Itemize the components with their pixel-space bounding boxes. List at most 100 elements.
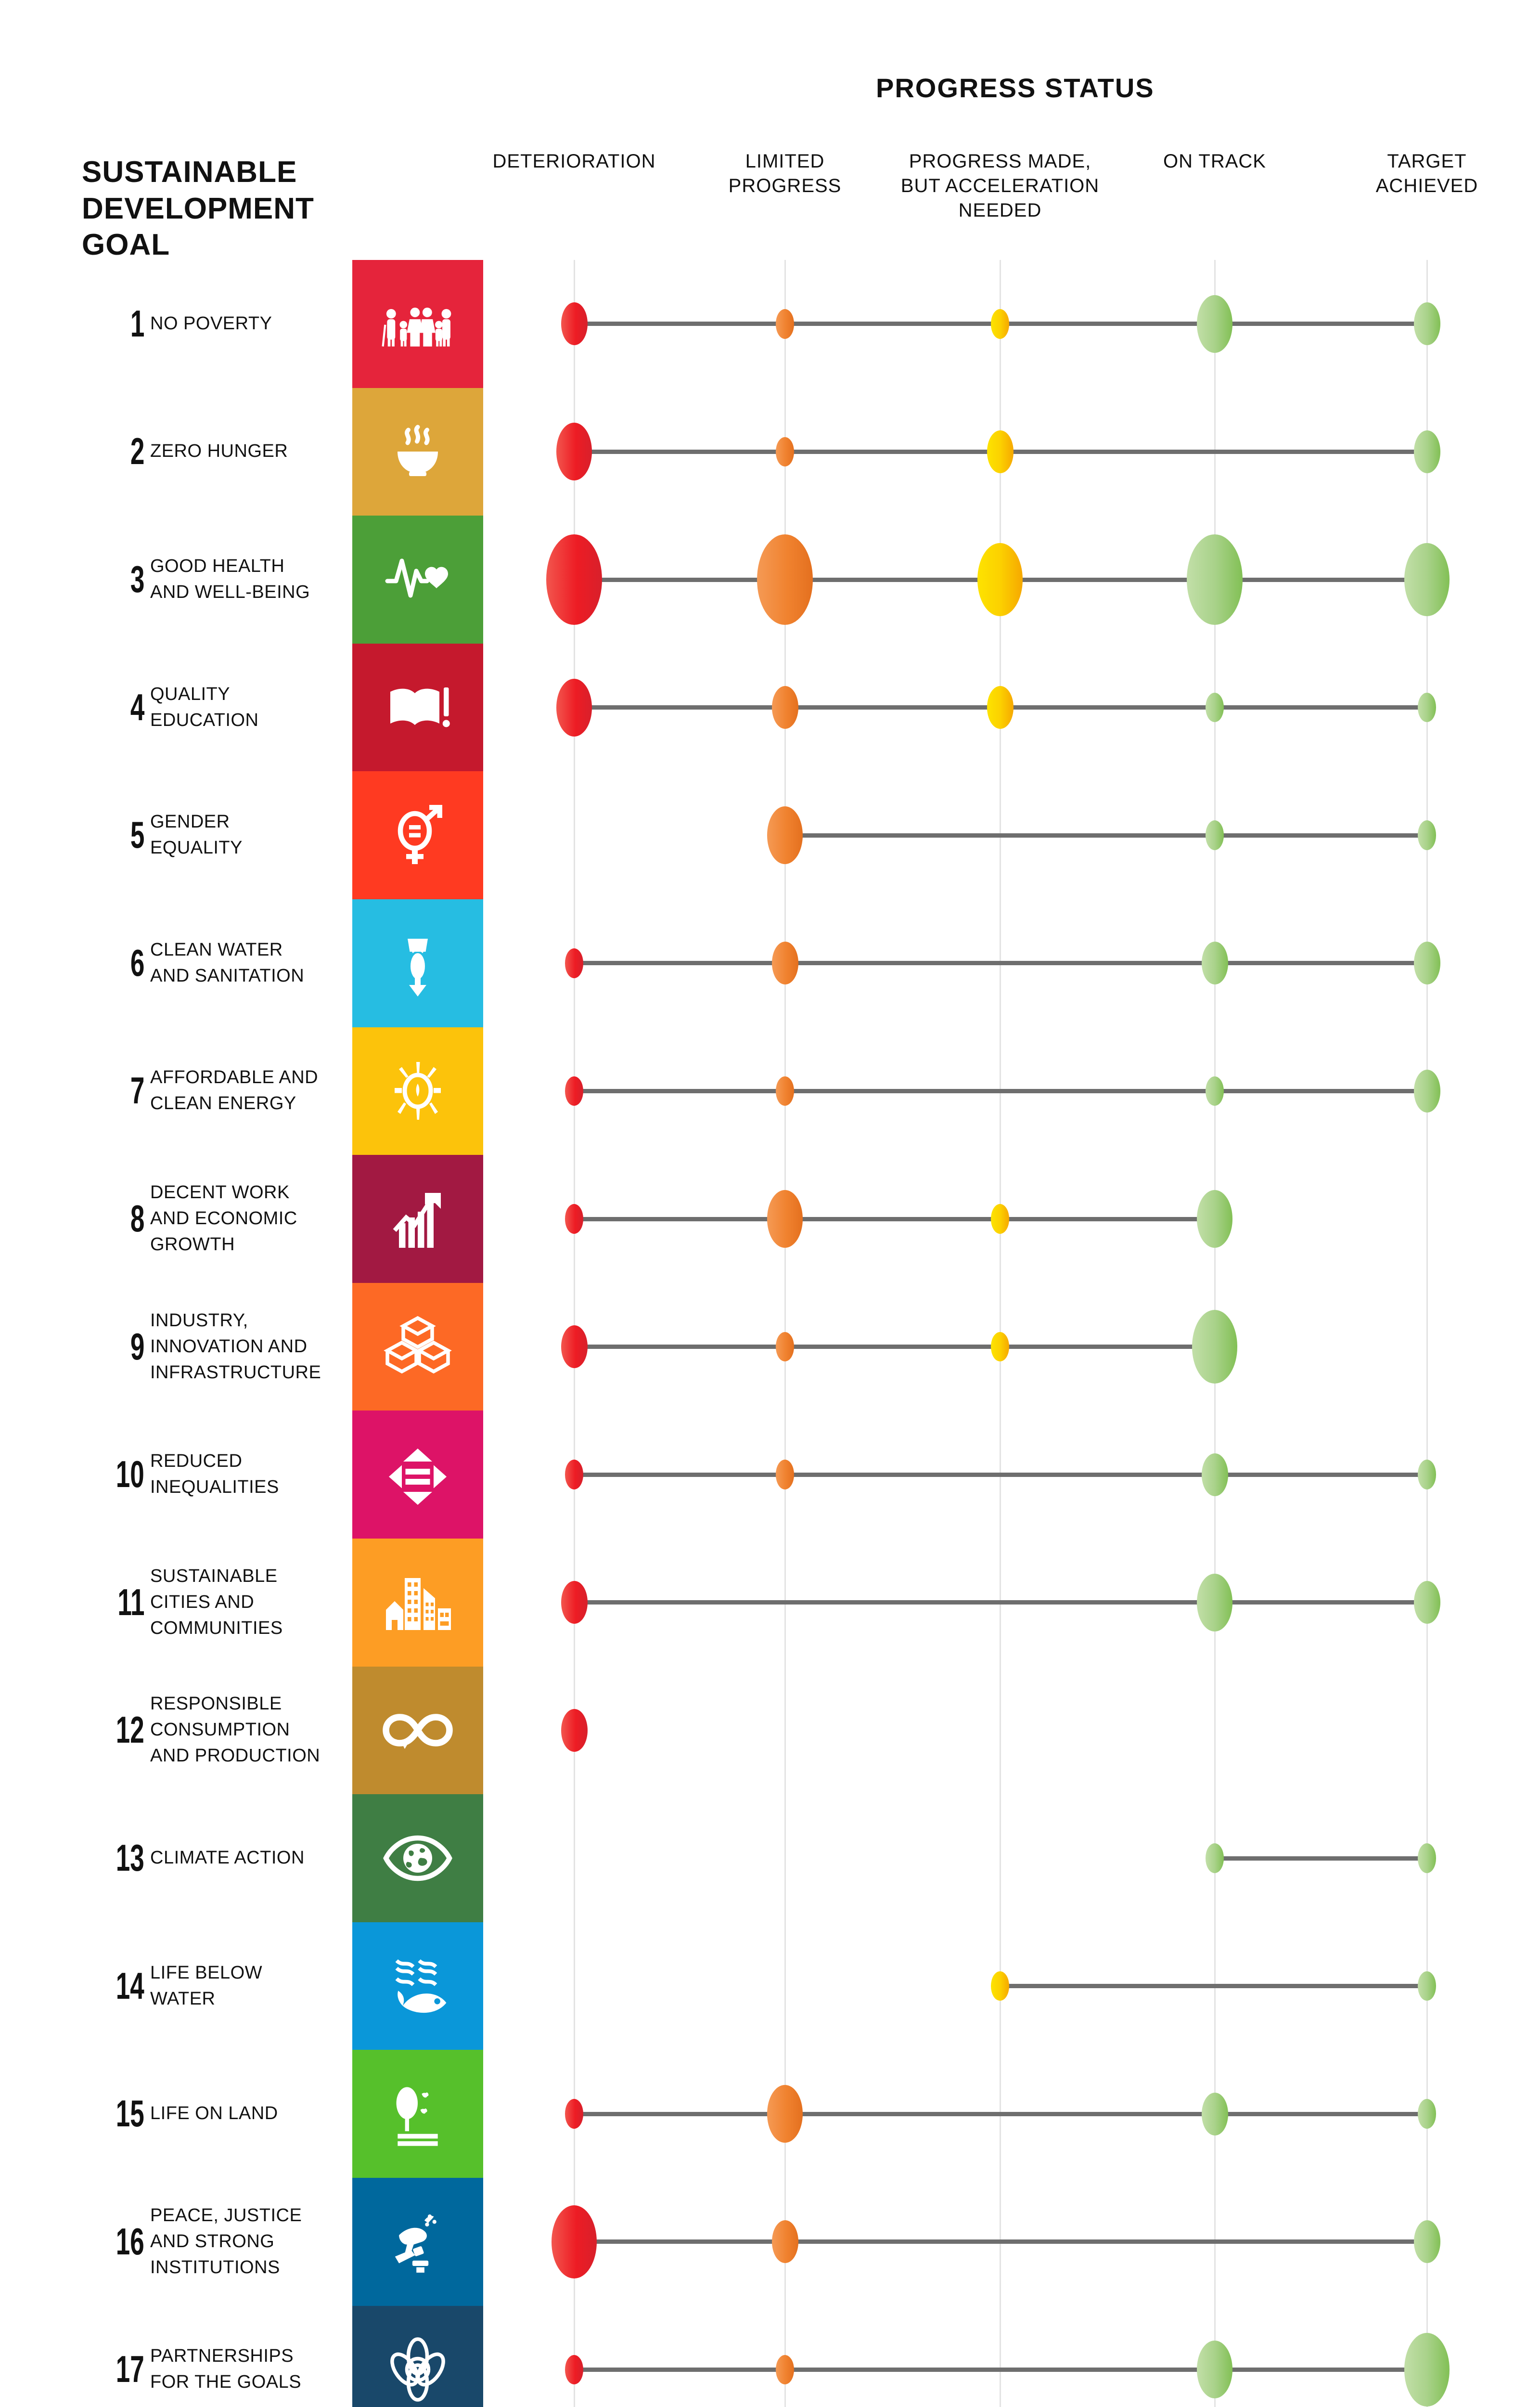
status-dot[interactable] <box>1413 1069 1440 1113</box>
status-dot[interactable] <box>546 534 602 625</box>
status-dot[interactable] <box>991 309 1009 339</box>
status-dot[interactable] <box>1187 534 1243 625</box>
goal-number: 5 <box>130 814 144 856</box>
column-header-deterioration: DETERIORATION <box>492 151 656 172</box>
sdg-tile-15 <box>352 2050 483 2178</box>
row-connector <box>574 961 1427 966</box>
status-dot[interactable] <box>771 686 798 729</box>
column-header-limited_progress: LIMITED PROGRESS <box>728 151 842 197</box>
goal-number: 7 <box>130 1069 144 1112</box>
sdg-tile-9 <box>352 1282 483 1411</box>
status-dot[interactable] <box>1197 1190 1232 1248</box>
status-dot[interactable] <box>552 2205 597 2278</box>
goal-label: LIFE ON LAND <box>150 2103 278 2124</box>
row-connector <box>574 1088 1427 1093</box>
status-dot[interactable] <box>771 942 798 985</box>
status-dot[interactable] <box>776 1076 794 1106</box>
status-dot[interactable] <box>565 2355 583 2385</box>
status-dot[interactable] <box>1404 543 1450 617</box>
status-dot[interactable] <box>987 686 1014 729</box>
status-dot[interactable] <box>1418 1843 1436 1873</box>
row-connector <box>574 1345 1215 1349</box>
goal-row: 6 CLEAN WATER AND SANITATION <box>0 899 1540 1027</box>
status-dot[interactable] <box>1418 692 1436 723</box>
sdg-tile-7 <box>352 1027 483 1155</box>
status-dot[interactable] <box>561 1708 588 1752</box>
sdg-tile-6 <box>352 899 483 1027</box>
sdg-tile-3 <box>352 516 483 644</box>
status-dot[interactable] <box>1201 942 1228 985</box>
status-dot[interactable] <box>1418 820 1436 850</box>
status-dot[interactable] <box>1201 2092 1228 2135</box>
goal-label: LIFE BELOW WATER <box>150 1962 263 2009</box>
status-dot[interactable] <box>1206 1076 1224 1106</box>
status-dot[interactable] <box>561 302 588 346</box>
status-dot[interactable] <box>1413 1581 1440 1624</box>
status-dot[interactable] <box>565 2099 583 2129</box>
status-dot[interactable] <box>776 2355 794 2385</box>
status-dot[interactable] <box>977 543 1023 617</box>
status-dot[interactable] <box>1206 692 1224 723</box>
status-dot[interactable] <box>561 1325 588 1369</box>
row-connector <box>574 1472 1427 1477</box>
status-dot[interactable] <box>1206 1843 1224 1873</box>
sdg-tile-2 <box>352 388 483 516</box>
status-dot[interactable] <box>1197 1573 1232 1631</box>
status-dot[interactable] <box>1206 820 1224 850</box>
status-dot[interactable] <box>565 1076 583 1106</box>
status-dot[interactable] <box>1413 430 1440 473</box>
status-dot[interactable] <box>1418 2099 1436 2129</box>
status-dot[interactable] <box>987 430 1014 473</box>
goal-number: 14 <box>116 1964 144 2007</box>
status-dot[interactable] <box>1192 1310 1237 1384</box>
status-dot[interactable] <box>1418 1971 1436 2001</box>
status-dot[interactable] <box>776 437 794 467</box>
goal-label: CLIMATE ACTION <box>150 1847 305 1868</box>
status-dot[interactable] <box>1413 942 1440 985</box>
status-dot[interactable] <box>991 1971 1009 2001</box>
status-dot[interactable] <box>757 534 813 625</box>
status-dot[interactable] <box>991 1332 1009 1362</box>
goal-number: 3 <box>130 557 144 600</box>
goal-row: 8 DECENT WORK AND ECONOMIC GROWTH <box>0 1155 1540 1283</box>
status-dot[interactable] <box>565 948 583 978</box>
status-dot[interactable] <box>991 1204 1009 1234</box>
status-dot[interactable] <box>776 1460 794 1489</box>
status-dot[interactable] <box>1404 2333 1450 2407</box>
status-dot[interactable] <box>1201 1453 1228 1496</box>
goal-label: QUALITY EDUCATION <box>150 684 259 730</box>
goal-label: INDUSTRY, INNOVATION AND INFRASTRUCTURE <box>150 1310 321 1383</box>
status-dot[interactable] <box>556 423 592 481</box>
status-dot[interactable] <box>1418 1460 1436 1489</box>
status-dot[interactable] <box>767 1190 803 1248</box>
status-dot[interactable] <box>565 1460 583 1489</box>
goal-number: 16 <box>116 2220 144 2263</box>
row-connector <box>574 1216 1215 1221</box>
status-dot[interactable] <box>771 2220 798 2264</box>
goal-label: REDUCED INEQUALITIES <box>150 1451 279 1498</box>
status-dot[interactable] <box>556 678 592 737</box>
row-connector <box>574 2111 1427 2116</box>
goal-label: NO POVERTY <box>150 313 272 334</box>
status-dot[interactable] <box>767 806 803 865</box>
goal-label: PEACE, JUSTICE AND STRONG INSTITUTIONS <box>150 2205 302 2278</box>
status-dot[interactable] <box>1413 302 1440 346</box>
goal-row: 4 QUALITY EDUCATION <box>0 643 1540 772</box>
status-dot[interactable] <box>767 2085 803 2143</box>
status-dot[interactable] <box>1197 295 1232 353</box>
goal-row: 5 GENDER EQUALITY <box>0 771 1540 899</box>
sdg-tile-17 <box>352 2305 483 2407</box>
sdg-tile-16 <box>352 2178 483 2306</box>
row-connector <box>1000 1984 1427 1989</box>
sdg-tile-13 <box>352 1794 483 1922</box>
status-dot[interactable] <box>561 1581 588 1624</box>
status-dot[interactable] <box>565 1204 583 1234</box>
sdg-tile-14 <box>352 1922 483 2050</box>
status-dot[interactable] <box>776 1332 794 1362</box>
goal-label: PARTNERSHIPS FOR THE GOALS <box>150 2346 302 2393</box>
sdg-tile-1 <box>352 260 483 388</box>
goal-row: 14 LIFE BELOW WATER <box>0 1922 1540 2050</box>
status-dot[interactable] <box>1197 2341 1232 2399</box>
status-dot[interactable] <box>776 309 794 339</box>
status-dot[interactable] <box>1413 2220 1440 2264</box>
